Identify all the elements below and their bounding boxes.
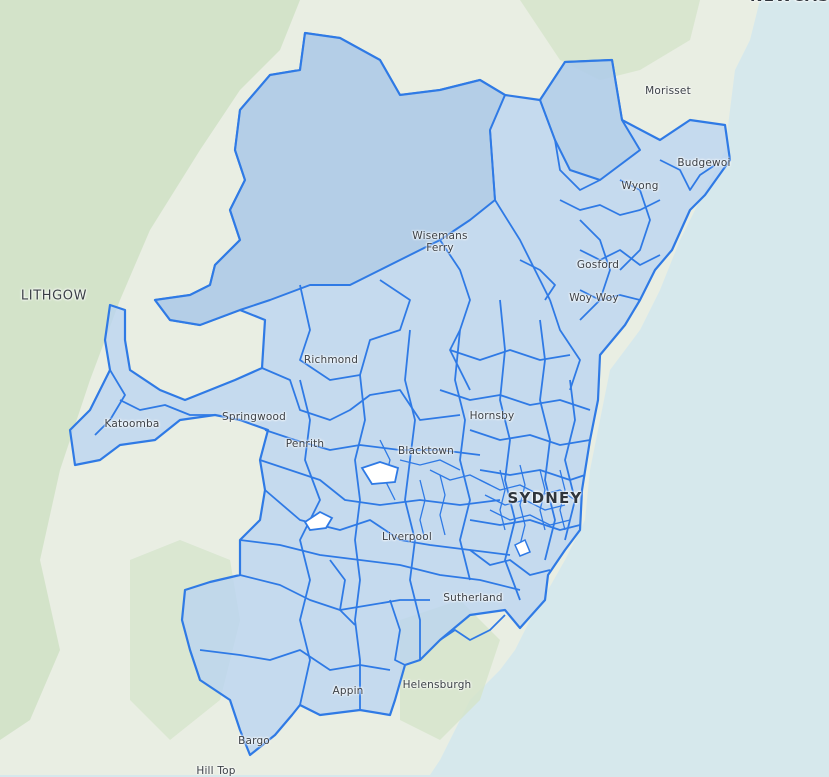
place-label-morisset: Morisset xyxy=(645,85,691,97)
place-label-penrith: Penrith xyxy=(285,438,325,450)
place-label-katoomba: Katoomba xyxy=(104,418,160,430)
place-label-richmond: Richmond xyxy=(303,354,359,366)
place-label-bargo: Bargo xyxy=(238,735,270,747)
forest-area xyxy=(520,0,700,80)
place-label-hill-top: Hill Top xyxy=(196,765,236,777)
excluded-area xyxy=(303,510,334,531)
forest-area xyxy=(0,0,300,740)
excluded-area xyxy=(514,538,531,557)
place-label-wisemans-ferry: Wisemans Ferry xyxy=(412,230,468,254)
place-label-gosford: Gosford xyxy=(576,259,620,271)
place-label-lithgow: LITHGOW xyxy=(20,288,88,304)
place-label-woy-woy: Woy Woy xyxy=(569,292,619,304)
place-label-hornsby: Hornsby xyxy=(469,410,515,422)
place-label-newcastle: NEWCAS xyxy=(750,0,829,5)
place-label-appin: Appin xyxy=(332,685,364,697)
place-label-blacktown: Blacktown xyxy=(398,445,454,457)
place-label-sydney: SYDNEY xyxy=(507,489,583,507)
place-label-wyong: Wyong xyxy=(621,180,659,192)
park-region[interactable] xyxy=(539,59,641,181)
park-region[interactable] xyxy=(154,32,506,326)
place-label-helensburgh: Helensburgh xyxy=(402,679,472,691)
place-label-budgewoi: Budgewoi xyxy=(677,157,731,169)
place-label-sutherland: Sutherland xyxy=(443,592,503,604)
excluded-area xyxy=(360,461,400,485)
place-label-liverpool: Liverpool xyxy=(382,531,432,543)
place-label-springwood: Springwood xyxy=(222,411,286,423)
dense-suburb-mesh xyxy=(379,439,576,546)
